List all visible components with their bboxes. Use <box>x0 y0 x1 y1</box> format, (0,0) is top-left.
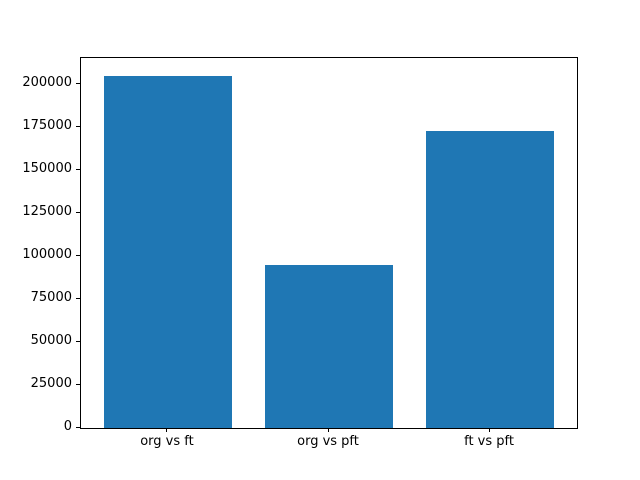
y-tick-mark <box>76 297 80 299</box>
y-tick-label: 75000 <box>30 290 72 306</box>
x-tick-label: org vs pft <box>297 434 359 449</box>
y-tick-mark <box>76 426 80 428</box>
x-tick-mark <box>488 428 490 432</box>
y-tick-mark <box>76 168 80 170</box>
y-tick-mark <box>76 125 80 127</box>
y-tick-label: 175000 <box>22 118 72 134</box>
y-tick-mark <box>76 340 80 342</box>
y-tick-mark <box>76 383 80 385</box>
y-tick-label: 25000 <box>30 376 72 392</box>
y-tick-mark <box>76 82 80 84</box>
x-tick-mark <box>327 428 329 432</box>
y-tick-label: 200000 <box>22 75 72 91</box>
y-tick-label: 50000 <box>30 333 72 349</box>
bar-ft-vs-pft <box>425 130 555 428</box>
y-tick-label: 0 <box>63 419 72 434</box>
y-tick-label: 100000 <box>22 247 72 263</box>
y-tick-mark <box>76 254 80 256</box>
bar-org-vs-ft <box>103 75 233 428</box>
x-tick-mark <box>166 428 168 432</box>
x-tick-label: org vs ft <box>140 434 194 449</box>
y-tick-mark <box>76 211 80 213</box>
x-tick-label: ft vs pft <box>464 434 514 449</box>
bar-org-vs-pft <box>264 264 394 428</box>
y-tick-label: 125000 <box>22 204 72 220</box>
plot-area <box>80 57 578 429</box>
y-tick-label: 150000 <box>22 161 72 177</box>
